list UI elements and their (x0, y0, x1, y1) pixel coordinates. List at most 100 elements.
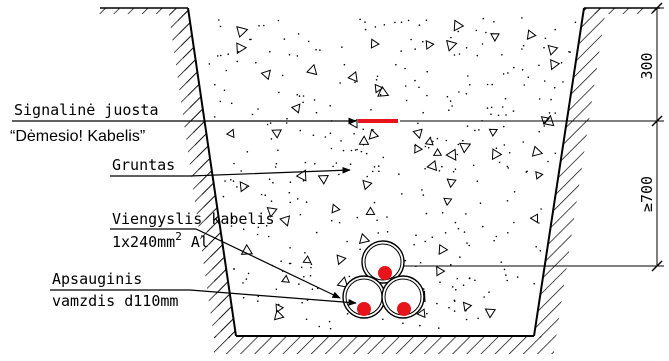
soil-dot (452, 170, 455, 173)
soil-dot (474, 279, 476, 282)
soil-dot (310, 263, 313, 266)
depth-dimensions (400, 2, 664, 272)
soil-stone (365, 206, 376, 215)
soil-dot (366, 175, 369, 178)
soil-dot (341, 46, 343, 48)
soil-dot (481, 43, 484, 45)
soil-dot (372, 170, 374, 173)
soil-dot (508, 152, 511, 154)
soil-stone (432, 147, 443, 156)
soil-dot (377, 165, 380, 167)
soil-dot (538, 98, 541, 100)
soil-dot (303, 276, 305, 278)
soil-dot (503, 268, 506, 271)
soil-stone (358, 135, 370, 145)
soil-dot (296, 94, 299, 96)
soil-stone (459, 142, 472, 154)
soil-dot (513, 191, 516, 193)
soil-dot (543, 125, 546, 127)
soil-dot (342, 149, 345, 152)
soil-dot (377, 232, 380, 234)
soil-stone (531, 145, 544, 157)
soil-dot (233, 162, 235, 165)
soil-dot (501, 54, 503, 56)
soil-dot (236, 60, 238, 63)
soil-dot (315, 231, 318, 234)
soil-dot (495, 147, 498, 149)
soil-stone (358, 232, 371, 244)
soil-dot (550, 98, 552, 101)
soil-dot (504, 97, 507, 100)
soil-dot (527, 76, 530, 79)
soil-dot (343, 63, 346, 66)
soil-dot (219, 100, 222, 103)
soil-dot (398, 173, 400, 175)
soil-dot (483, 296, 485, 298)
soil-dot (474, 129, 476, 132)
soil-dot (466, 125, 469, 127)
soil-dot (482, 17, 485, 20)
soil-stone (239, 181, 250, 193)
soil-stone (290, 103, 301, 114)
soil-dot (476, 180, 479, 182)
soil-stone (453, 19, 465, 32)
soil-dot (263, 24, 265, 27)
soil-dot (246, 151, 249, 153)
soil-dot (404, 67, 406, 70)
soil-stone (491, 148, 503, 161)
soil-dot (507, 72, 509, 74)
soil-dot (414, 48, 417, 50)
soil-stone (240, 243, 254, 255)
soil-dot (236, 186, 238, 188)
soil-dot (560, 62, 563, 64)
soil-dot (506, 165, 509, 168)
soil-dot (451, 286, 454, 288)
soil-dot (436, 302, 438, 305)
soil-dot (477, 317, 479, 320)
soil-stone (336, 276, 349, 288)
soil-dot (450, 36, 452, 39)
soil-dot (288, 54, 291, 56)
soil-dot (543, 80, 546, 82)
soil-dot (374, 26, 377, 28)
soil-dot (453, 54, 456, 56)
soil-dot (488, 291, 490, 294)
soil-stone (542, 114, 555, 127)
soil-stone (275, 303, 285, 314)
soil-dot (256, 233, 259, 236)
soil-dot (438, 170, 441, 172)
soil-dot (217, 55, 219, 57)
soil-dot (240, 170, 242, 172)
soil-dot (479, 202, 482, 204)
soil-dot (538, 64, 540, 67)
soil-dot (424, 145, 427, 148)
soil-dot (289, 181, 292, 183)
soil-dot (448, 306, 450, 309)
soil-dot (457, 30, 460, 33)
soil-dot (476, 54, 479, 57)
soil-dot (454, 168, 457, 170)
soil-stone (550, 59, 561, 71)
soil-dot (490, 113, 492, 115)
soil-dot (339, 82, 341, 84)
soil-dot (346, 240, 348, 243)
label-soil: Gruntas (112, 156, 175, 174)
soil-dot (269, 50, 271, 53)
soil-dot (299, 213, 302, 216)
soil-dot (436, 137, 439, 140)
soil-dot (459, 256, 461, 258)
soil-dot (422, 111, 425, 114)
soil-dot (378, 170, 380, 173)
leader-lines (12, 117, 357, 306)
soil-dot (469, 84, 471, 86)
soil-dot (419, 324, 421, 327)
soil-stone (446, 39, 458, 52)
soil-dot (502, 125, 505, 128)
soil-dot (302, 95, 305, 97)
soil-dot (485, 31, 487, 34)
soil-dot (335, 162, 338, 164)
soil-stone (368, 128, 380, 140)
soil-dot (468, 244, 471, 247)
soil-dot (574, 21, 577, 24)
soil-dot (553, 86, 556, 89)
